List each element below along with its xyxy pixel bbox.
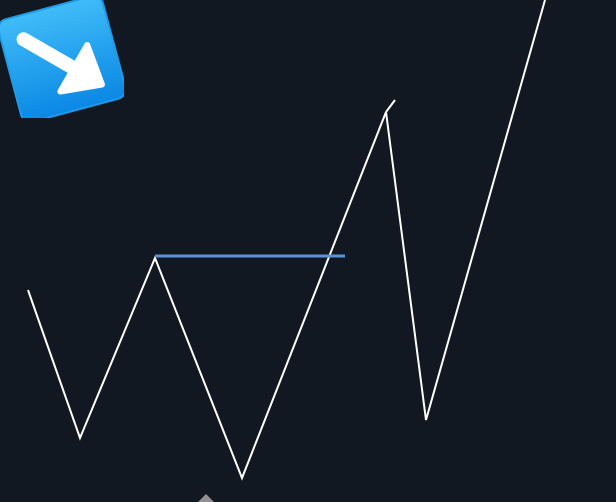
- down-right-arrow-icon[interactable]: [0, 0, 124, 118]
- caret-up-icon[interactable]: [198, 494, 214, 502]
- zigzag-line[interactable]: [27, 0, 546, 481]
- zigzag-spike-tip: [385, 99, 396, 113]
